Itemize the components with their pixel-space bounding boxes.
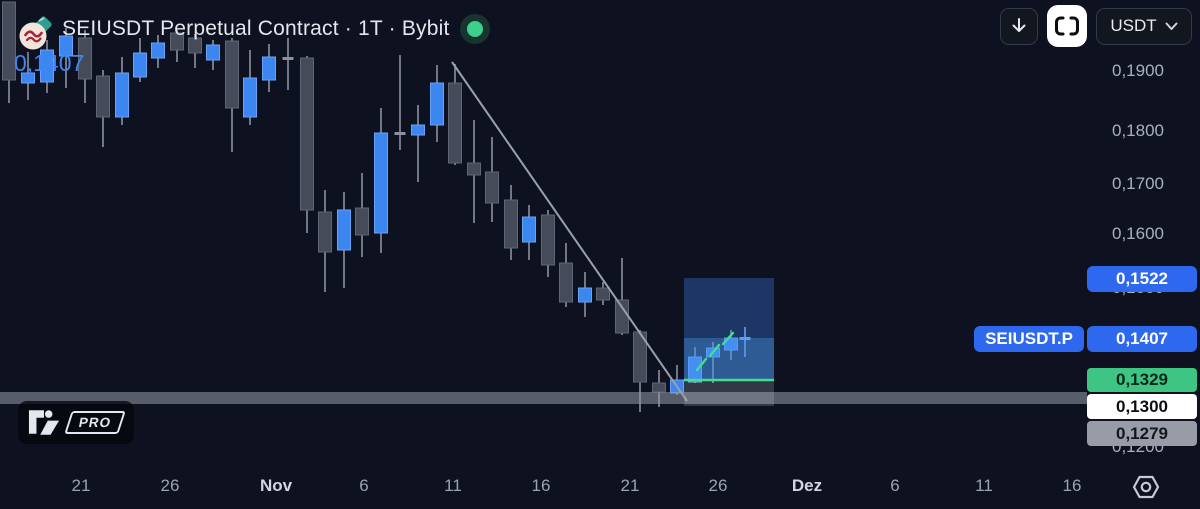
candle-up (206, 44, 220, 61)
market-open-dot-icon (466, 21, 483, 37)
time-tick-label: 26 (160, 476, 180, 495)
long-position-tool[interactable] (684, 278, 774, 406)
green-level-badge: 0,1329 (1087, 368, 1197, 392)
green-tick-mark (721, 331, 735, 346)
candle-up (151, 42, 165, 59)
time-tick-label: 26 (708, 476, 728, 495)
candle-up (40, 49, 54, 83)
candle-up (115, 72, 129, 118)
sei-symbol-icon (19, 16, 52, 50)
candle-down (170, 32, 184, 51)
time-tick-label: 6 (890, 476, 900, 495)
candle-down (485, 171, 499, 204)
candle-down (559, 262, 573, 303)
doji-bar (394, 132, 406, 135)
candle-down (188, 37, 202, 54)
time-tick-label: Nov (259, 476, 293, 495)
chevron-down-icon (1165, 22, 1178, 30)
price-tick-label: 0,1800 (1112, 121, 1164, 140)
position-target-zone (684, 278, 774, 338)
price-tick-label: 0,1600 (1112, 224, 1164, 243)
axis-settings-button[interactable] (1130, 472, 1162, 507)
trendline-drawing[interactable] (451, 61, 688, 402)
position-stop-zone (684, 381, 774, 406)
tradingview-mark-icon (28, 410, 60, 435)
download-button[interactable] (1000, 7, 1038, 45)
pro-badge: PRO (64, 411, 127, 434)
candle-up (522, 216, 536, 243)
currency-dropdown[interactable]: USDT (1096, 7, 1192, 45)
candle-down (448, 82, 462, 164)
position-entry-zone (684, 338, 774, 380)
candle-down (78, 37, 92, 80)
candle-down (504, 199, 518, 249)
candle-down (596, 287, 610, 301)
time-tick-label: 21 (620, 476, 640, 495)
candle-down (355, 207, 369, 236)
time-tick-label: 11 (975, 476, 993, 495)
candle-down (652, 382, 666, 393)
candle-down (2, 1, 16, 81)
time-tick-label: 6 (359, 476, 369, 495)
settings-gear-icon (1132, 475, 1160, 499)
camera-frame-icon (1055, 16, 1079, 36)
candle-down (318, 211, 332, 253)
green-tick-mark (695, 357, 708, 372)
green-tick-mark (708, 343, 721, 358)
time-tick-label: 16 (1062, 476, 1082, 495)
top-toolbar: USDT (1000, 0, 1192, 52)
candle-up (59, 35, 73, 57)
candle-up (243, 77, 257, 118)
price-tick-label: 0,1900 (1112, 61, 1164, 80)
time-tick-label: 16 (531, 476, 551, 495)
last-price-badge: 0,1407 (1087, 326, 1197, 352)
candle-down (541, 214, 555, 266)
stop-level-badge: 0,1279 (1087, 421, 1197, 446)
support-level-badge: 0,1300 (1087, 394, 1197, 419)
support-band (0, 392, 1087, 404)
candle-up (337, 209, 351, 251)
screenshot-button[interactable] (1047, 5, 1087, 47)
time-tick-label: Dez (791, 476, 823, 495)
candle-up (21, 72, 35, 84)
symbol-title[interactable]: SEIUSDT Perpetual Contract · 1T · Bybit (62, 17, 450, 40)
ticker-label-badge: SEIUSDT.P (974, 326, 1084, 352)
doji-bar (282, 57, 294, 60)
tradingview-logo-link[interactable]: PRO (18, 401, 135, 444)
target-price-badge: 0,1522 (1087, 266, 1197, 292)
time-tick-label: 21 (71, 476, 91, 495)
candle-down (225, 40, 239, 109)
price-tick-label: 0,1700 (1112, 174, 1164, 193)
candle-up (578, 287, 592, 303)
candle-up (374, 132, 388, 234)
currency-value: USDT (1110, 16, 1157, 35)
last-price-readout: 0,1407 (14, 50, 85, 76)
candle-down (96, 75, 110, 118)
time-tick-label: 11 (444, 476, 462, 495)
candle-down (300, 57, 314, 211)
market-status-button[interactable] (459, 14, 490, 44)
arrow-down-icon (1012, 18, 1026, 32)
candle-up (133, 52, 147, 78)
candle-down (467, 162, 481, 176)
candle-down (615, 299, 629, 334)
candle-up (430, 82, 444, 126)
candle-up (262, 56, 276, 81)
chart-header: SEIUSDT Perpetual Contract · 1T · Bybit (10, 8, 490, 50)
candle-up (411, 124, 425, 136)
